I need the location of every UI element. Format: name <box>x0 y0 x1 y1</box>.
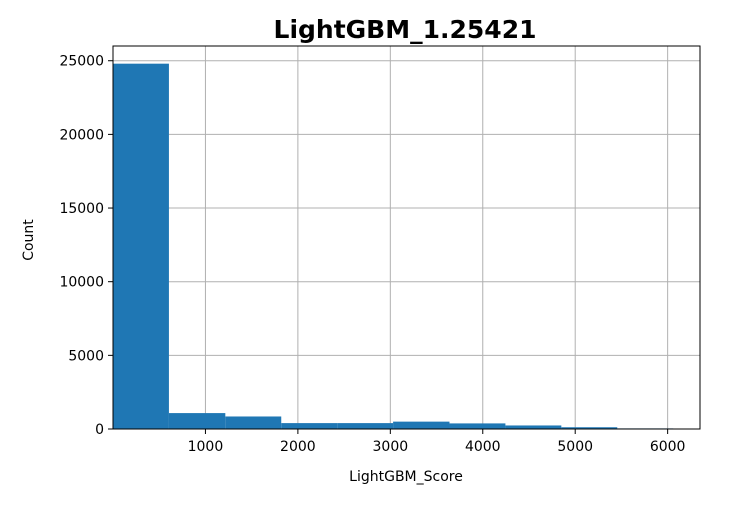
histogram-bar <box>505 425 562 429</box>
grid-lines <box>113 46 700 430</box>
histogram-bar <box>225 416 282 429</box>
x-tick-label: 4000 <box>465 439 501 455</box>
x-tick-label: 2000 <box>280 439 316 455</box>
y-tick-label: 25000 <box>59 54 104 70</box>
histogram-bar <box>113 63 169 430</box>
x-tick-label: 1000 <box>188 439 224 455</box>
histogram-bar <box>281 423 338 429</box>
plot-frame <box>112 45 701 430</box>
y-tick-label: 10000 <box>59 275 104 291</box>
histogram-bar <box>561 427 618 429</box>
histogram-bar <box>393 421 450 429</box>
histogram-bars <box>113 63 674 430</box>
x-tick-label: 5000 <box>557 439 593 455</box>
y-tick-label: 5000 <box>68 348 104 364</box>
y-tick-label: 15000 <box>59 201 104 217</box>
y-tick-label: 20000 <box>59 127 104 143</box>
histogram-bar <box>168 413 226 429</box>
x-tick-label: 6000 <box>650 439 686 455</box>
chart-title: LightGBM_1.25421 <box>274 15 537 44</box>
axis-ticks: 1000 2000 3000 4000 5000 6000 0 5000 10000 15000 2… <box>59 54 685 455</box>
x-tick-label: 3000 <box>373 439 409 455</box>
histogram-bar <box>337 423 394 429</box>
x-axis-label: LightGBM_Score <box>349 469 463 485</box>
histogram-bar <box>449 423 506 429</box>
y-axis-label: Count <box>21 219 37 261</box>
y-tick-label: 0 <box>95 422 104 438</box>
